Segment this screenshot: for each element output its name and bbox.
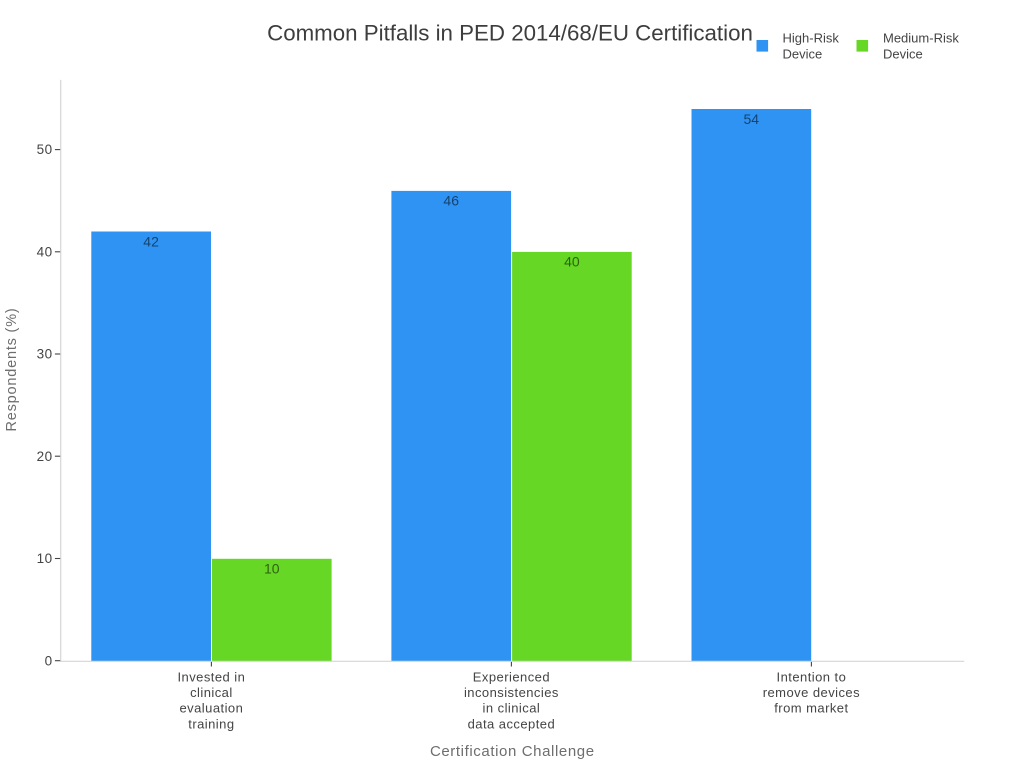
svg-text:40: 40 <box>564 254 580 270</box>
svg-text:data accepted: data accepted <box>468 716 556 731</box>
svg-text:Respondents (%): Respondents (%) <box>4 307 20 431</box>
svg-text:10: 10 <box>264 561 280 577</box>
svg-text:Medium-Risk: Medium-Risk <box>883 30 959 45</box>
svg-text:from market: from market <box>774 701 848 716</box>
svg-text:clinical: clinical <box>190 685 233 700</box>
svg-text:50: 50 <box>37 142 53 157</box>
svg-text:Device: Device <box>783 46 823 61</box>
svg-text:Common Pitfalls in PED 2014/68: Common Pitfalls in PED 2014/68/EU Certif… <box>267 20 753 45</box>
svg-text:in clinical: in clinical <box>483 701 541 716</box>
svg-text:40: 40 <box>37 244 53 259</box>
svg-text:Device: Device <box>883 46 923 61</box>
svg-text:10: 10 <box>37 551 53 566</box>
svg-text:0: 0 <box>45 653 53 668</box>
svg-text:remove devices: remove devices <box>763 685 860 700</box>
svg-text:Invested in: Invested in <box>177 669 245 684</box>
svg-text:Certification Challenge: Certification Challenge <box>430 743 595 760</box>
svg-text:Experienced: Experienced <box>473 669 550 684</box>
svg-text:42: 42 <box>143 233 159 249</box>
svg-text:20: 20 <box>37 449 53 464</box>
svg-text:inconsistencies: inconsistencies <box>464 685 559 700</box>
svg-text:High-Risk: High-Risk <box>783 30 840 45</box>
svg-text:evaluation: evaluation <box>180 701 244 716</box>
svg-text:training: training <box>188 716 234 731</box>
svg-text:54: 54 <box>744 111 760 127</box>
svg-text:30: 30 <box>37 347 53 362</box>
svg-text:Intention to: Intention to <box>777 669 847 684</box>
svg-text:46: 46 <box>443 193 459 209</box>
